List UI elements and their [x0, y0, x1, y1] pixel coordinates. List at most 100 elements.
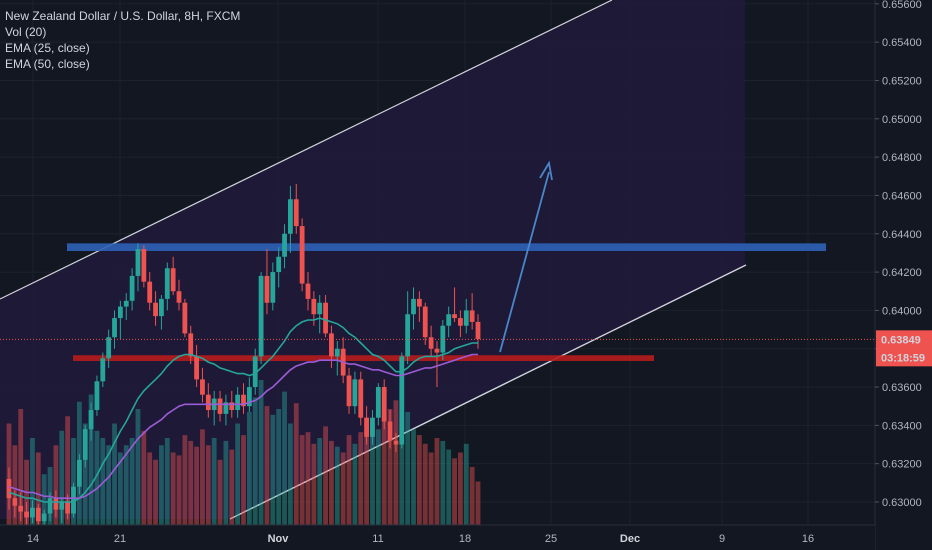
- candle-body: [235, 394, 241, 411]
- volume-bar: [346, 435, 352, 525]
- candle-body: [416, 298, 422, 307]
- candle-body: [41, 513, 47, 522]
- volume-bar: [106, 445, 112, 525]
- candle-body: [334, 348, 340, 357]
- support-zone: [73, 355, 654, 361]
- volume-bar: [217, 459, 223, 525]
- volume-bar: [452, 458, 457, 525]
- volume-bar: [416, 435, 422, 525]
- candle-body: [159, 298, 164, 317]
- symbol-title[interactable]: New Zealand Dollar / U.S. Dollar, 8H, FX…: [5, 9, 241, 23]
- candle-body: [147, 281, 153, 303]
- candle-body: [106, 337, 112, 359]
- time-axis: [0, 525, 875, 550]
- price-tick-label: 0.63600: [882, 382, 922, 394]
- time-tick-label: 14: [27, 533, 39, 545]
- volume-bar: [422, 443, 428, 525]
- candle-body: [364, 417, 370, 437]
- candle-body: [381, 387, 387, 422]
- candle-body: [129, 275, 135, 301]
- volume-bar: [305, 432, 311, 525]
- candle-body: [358, 379, 364, 418]
- candle-body: [446, 314, 452, 326]
- candle-body: [370, 417, 375, 437]
- ema50-line: [8, 353, 478, 500]
- candle-body: [123, 300, 129, 307]
- volume-bar: [364, 417, 370, 525]
- volume-bar: [282, 391, 287, 525]
- candle-body: [246, 387, 252, 407]
- candle-body: [264, 275, 270, 303]
- volume-bar: [88, 394, 94, 525]
- chart-legend: New Zealand Dollar / U.S. Dollar, 8H, FX…: [5, 8, 240, 72]
- price-axis: [875, 0, 932, 550]
- volume-bar: [434, 438, 440, 525]
- volume-bar: [446, 449, 452, 525]
- candle-body: [434, 348, 440, 353]
- candle-body: [194, 356, 199, 380]
- price-tick-label: 0.63400: [882, 420, 922, 432]
- volume-bar: [428, 452, 434, 525]
- price-tick-label: 0.65000: [882, 114, 922, 126]
- candle-body: [176, 291, 182, 303]
- volume-bar: [176, 455, 182, 525]
- candle-body: [352, 379, 358, 407]
- legend-ema25[interactable]: EMA (25, close): [5, 41, 90, 55]
- price-tag-countdown: 03:18:59: [881, 352, 925, 364]
- volume-bar: [258, 380, 264, 525]
- candle-body: [452, 314, 457, 319]
- volume-bar: [299, 435, 305, 525]
- volume-bar: [153, 459, 158, 525]
- channel-lower-line: [229, 264, 747, 520]
- candle-body: [252, 356, 258, 388]
- volume-bar: [147, 452, 153, 525]
- volume-bar: [135, 409, 141, 525]
- volume-bar: [393, 400, 399, 525]
- volume-bar: [311, 443, 317, 525]
- candle-body: [422, 306, 428, 338]
- candle-body: [71, 486, 76, 514]
- volume-bar: [188, 440, 194, 525]
- volume-bar: [293, 403, 299, 525]
- candle-body: [276, 256, 282, 273]
- candle-body: [411, 298, 416, 315]
- time-tick-label: 16: [802, 533, 814, 545]
- candle-body: [317, 302, 323, 315]
- volume-bar: [334, 446, 340, 525]
- volume-bar: [182, 435, 188, 525]
- candle-body: [475, 321, 481, 340]
- price-tag-value[interactable]: 0.63849: [881, 334, 921, 346]
- volume-bar: [229, 449, 235, 525]
- volume-bar: [223, 440, 229, 525]
- candle-body: [53, 498, 59, 510]
- candle-body: [293, 199, 299, 227]
- volume-bar: [30, 438, 35, 525]
- price-tick-label: 0.64800: [882, 152, 922, 164]
- candle-body: [393, 440, 399, 445]
- volume-bar: [252, 397, 258, 525]
- legend-ema50[interactable]: EMA (50, close): [5, 57, 90, 71]
- volume-bar: [264, 406, 270, 525]
- candle-body: [112, 318, 117, 338]
- candle-body: [241, 394, 246, 407]
- volume-bar: [458, 452, 463, 525]
- volume-bar: [94, 430, 100, 525]
- price-tick-label: 0.65200: [882, 75, 922, 87]
- volume-bar: [35, 452, 41, 525]
- candle-body: [30, 507, 35, 518]
- volume-bar: [129, 438, 135, 525]
- projection-arrow-head: [539, 160, 553, 181]
- volume-bar: [375, 429, 381, 525]
- volume-bar: [463, 443, 469, 525]
- candle-body: [47, 498, 53, 514]
- volume-bar: [141, 430, 147, 525]
- legend-volume[interactable]: Vol (20): [5, 25, 47, 39]
- candle-body: [6, 479, 12, 499]
- candle-body: [164, 268, 170, 299]
- candle-body: [346, 375, 352, 407]
- volume-bar: [159, 445, 164, 525]
- candle-body: [229, 402, 235, 411]
- volume-bar: [270, 414, 276, 525]
